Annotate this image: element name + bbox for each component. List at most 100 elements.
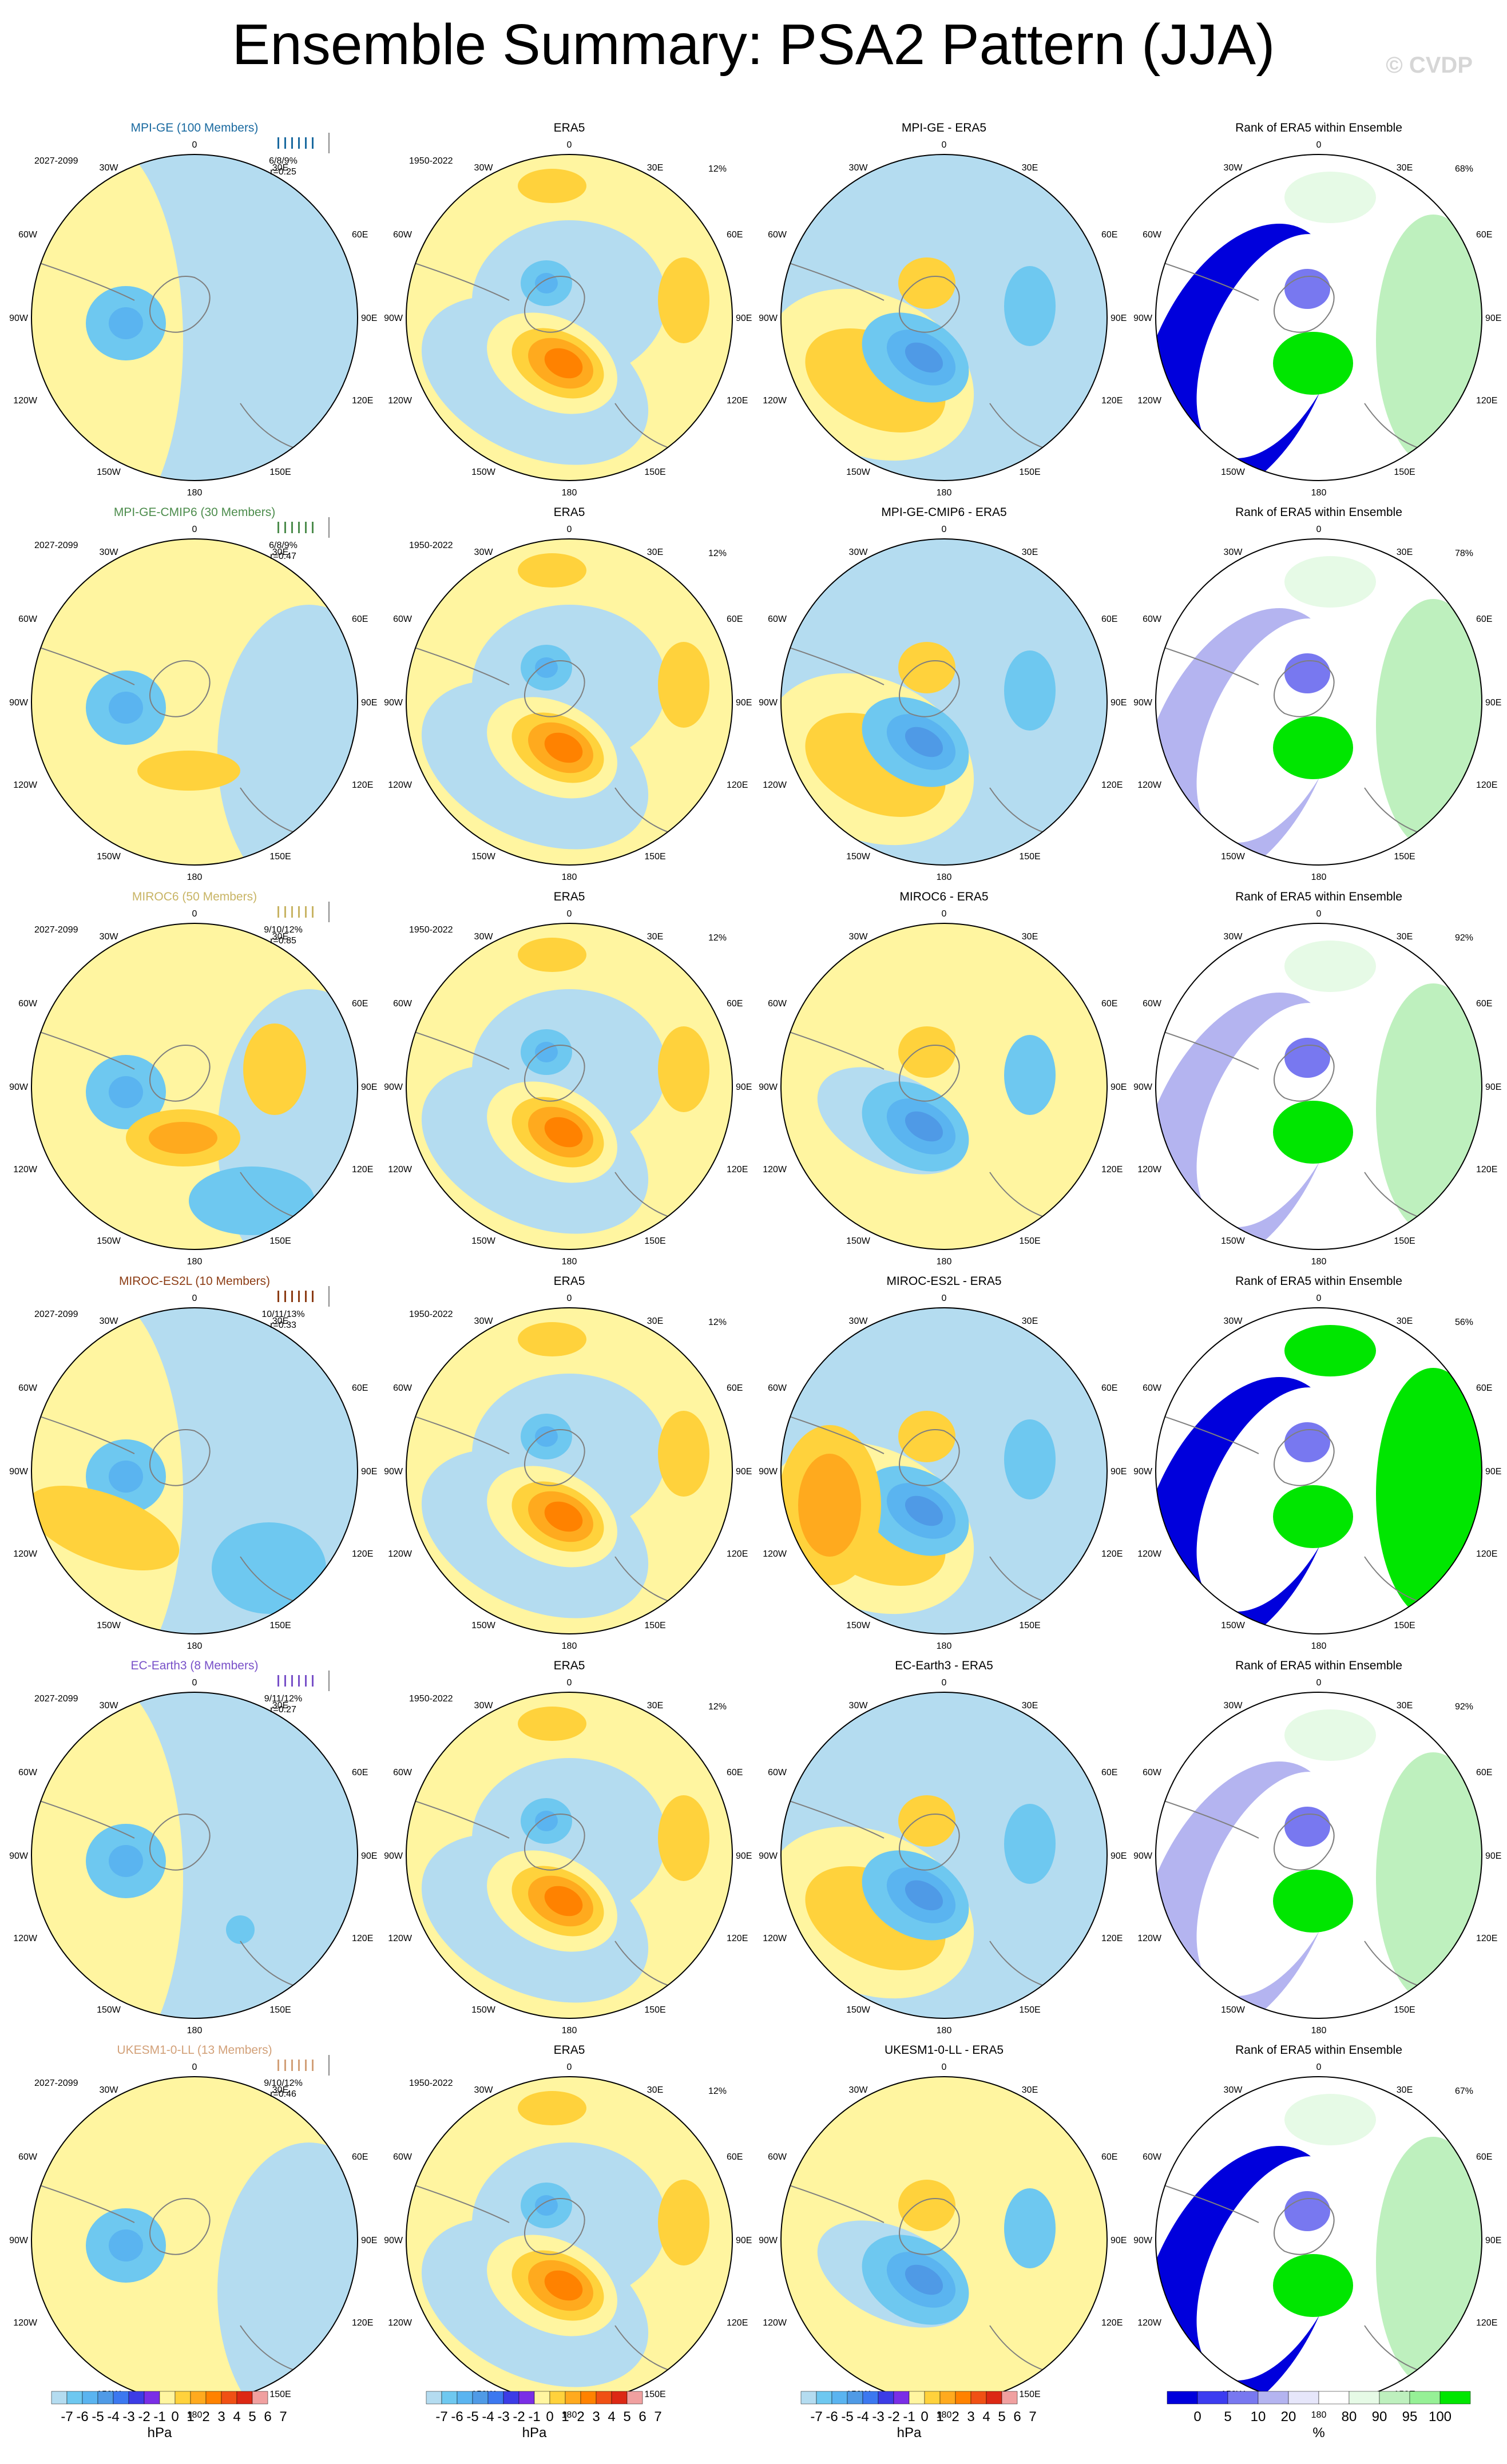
model-map-r4: 0 180 30W 30E 60W 60E 90W 90E 120W 120E 150W 150E MI…	[9, 1275, 377, 1651]
lon-label: 180	[562, 2410, 577, 2420]
colorbar-swatch	[441, 2391, 458, 2405]
lon-label: 30E	[647, 163, 663, 173]
colorbar-tick: 2	[202, 2409, 209, 2425]
lon-label: 60W	[1143, 1768, 1162, 1777]
lon-label: 0	[1316, 1678, 1322, 1688]
lon-label: 150E	[269, 852, 291, 862]
lon-label: 90E	[1485, 698, 1501, 708]
colorbar-tick: 6	[639, 2409, 646, 2425]
era5-period: 1950-2022	[409, 2078, 453, 2088]
lon-label: 30E	[1397, 163, 1413, 173]
lon-label: 0	[1316, 2062, 1322, 2072]
model-panel-title: EC-Earth3 (8 Members)	[131, 1659, 259, 1672]
lon-label: 150W	[471, 1621, 496, 1630]
rank-map-r4: 0 180 30W 30E 60W 60E 90W 90E 120W 120E 150W 150E Ra…	[1133, 1275, 1501, 1651]
lon-label: 0	[192, 525, 197, 534]
lon-label: 30W	[849, 932, 868, 942]
lon-label: 30W	[474, 163, 494, 173]
colorbar-swatch	[221, 2391, 237, 2405]
lon-label: 120E	[1101, 396, 1123, 406]
era5-panel-title: ERA5	[554, 1275, 585, 1288]
lon-label: 0	[942, 1293, 947, 1303]
ensemble-spread-tick	[305, 2060, 307, 2071]
lon-label: 30E	[272, 1701, 288, 1711]
rank-percent: 92%	[1455, 933, 1473, 943]
colorbar-swatch	[472, 2391, 489, 2405]
colorbar-swatch	[800, 2391, 817, 2405]
rank-percent: 68%	[1455, 164, 1473, 174]
lon-label: 30E	[647, 2085, 663, 2095]
colorbar-swatch	[426, 2391, 442, 2405]
lon-label: 30W	[474, 932, 494, 942]
colorbar-swatch	[534, 2391, 550, 2405]
lon-label: 30W	[1224, 163, 1243, 173]
lon-label: 30W	[849, 547, 868, 557]
lon-label: 120E	[1476, 2318, 1497, 2328]
colorbar-tick: -7	[810, 2409, 822, 2425]
era5-variance: 12%	[708, 1318, 727, 1327]
lon-label: 90W	[759, 2236, 778, 2245]
lon-label: 30W	[1224, 932, 1243, 942]
lon-label: 120E	[352, 396, 373, 406]
colorbar-swatch	[113, 2391, 129, 2405]
lon-label: 180	[562, 1257, 577, 1267]
colorbar-tick: -2	[887, 2409, 899, 2425]
colorbar-swatch	[205, 2391, 222, 2405]
colorbar-tick: 3	[592, 2409, 600, 2425]
lon-label: 90W	[384, 698, 403, 708]
difference-map-r1: 0 180 30W 30E 60W 60E 90W 90E 120W 120E 150W 150E MP…	[759, 121, 1127, 498]
lon-label: 150W	[1221, 1621, 1246, 1630]
lon-label: 0	[942, 140, 947, 150]
rank-percent: 56%	[1455, 1318, 1473, 1327]
lon-label: 90E	[1111, 1467, 1127, 1477]
lon-label: 120E	[352, 1934, 373, 1943]
colorbar-tick: -7	[435, 2409, 447, 2425]
lon-label: 0	[1316, 525, 1322, 534]
colorbar-swatch	[1409, 2391, 1441, 2405]
lon-label: 180	[937, 1257, 952, 1267]
colorbar-swatch	[159, 2391, 176, 2405]
rank-panel-title: Rank of ERA5 within Ensemble	[1235, 506, 1402, 519]
colorbar-tick: 4	[233, 2409, 240, 2425]
lon-label: 120E	[352, 1549, 373, 1559]
lon-label: 0	[567, 140, 572, 150]
lon-label: 60E	[727, 1383, 743, 1393]
era5-map-r2: 0 180 30W 30E 60W 60E 90W 90E 120W 120E 150W 150E ER…	[384, 506, 752, 882]
lon-label: 150W	[471, 2005, 496, 2015]
lon-label: 30W	[474, 2085, 494, 2095]
colorbar-tick: -3	[872, 2409, 884, 2425]
colorbar-tick: 95	[1402, 2409, 1418, 2425]
lon-label: 60E	[727, 2152, 743, 2162]
ensemble-spread-tick	[291, 2060, 293, 2071]
lon-label: 180	[1311, 1257, 1327, 1267]
lon-label: 60E	[727, 999, 743, 1009]
lon-label: 0	[567, 1678, 572, 1688]
colorbar-tick: -2	[513, 2409, 525, 2425]
lon-label: 90W	[759, 1467, 778, 1477]
model-period: 2027-2099	[34, 541, 78, 550]
lon-label: 30W	[474, 1316, 494, 1326]
lon-label: 90W	[759, 314, 778, 323]
lon-label: 150E	[269, 2005, 291, 2015]
lon-label: 150W	[97, 1621, 121, 1630]
lon-label: 60W	[1143, 999, 1162, 1009]
rank-map-r6: 018030W30E60W60E90W90E120W120E150W150ERa…	[1133, 2044, 1501, 2420]
era5-period: 1950-2022	[409, 541, 453, 550]
ensemble-spread-tick	[277, 522, 279, 533]
colorbar-swatch	[831, 2391, 848, 2405]
lon-label: 0	[192, 1293, 197, 1303]
lon-label: 150E	[644, 467, 665, 477]
lon-label: 0	[567, 909, 572, 919]
lon-label: 60E	[1101, 2152, 1117, 2162]
lon-label: 180	[937, 1641, 952, 1651]
lon-label: 180	[1311, 1641, 1327, 1651]
lon-label: 150W	[1221, 2005, 1246, 2015]
lon-label: 60E	[1101, 614, 1117, 624]
colorbar-tick: -3	[122, 2409, 134, 2425]
ensemble-spread-tick	[277, 1675, 279, 1687]
colorbar-tick: -4	[856, 2409, 868, 2425]
colorbar-tick: 7	[1029, 2409, 1036, 2425]
lon-label: 0	[942, 909, 947, 919]
lon-label: 120W	[13, 1934, 38, 1943]
colorbar-swatch	[1227, 2391, 1259, 2405]
